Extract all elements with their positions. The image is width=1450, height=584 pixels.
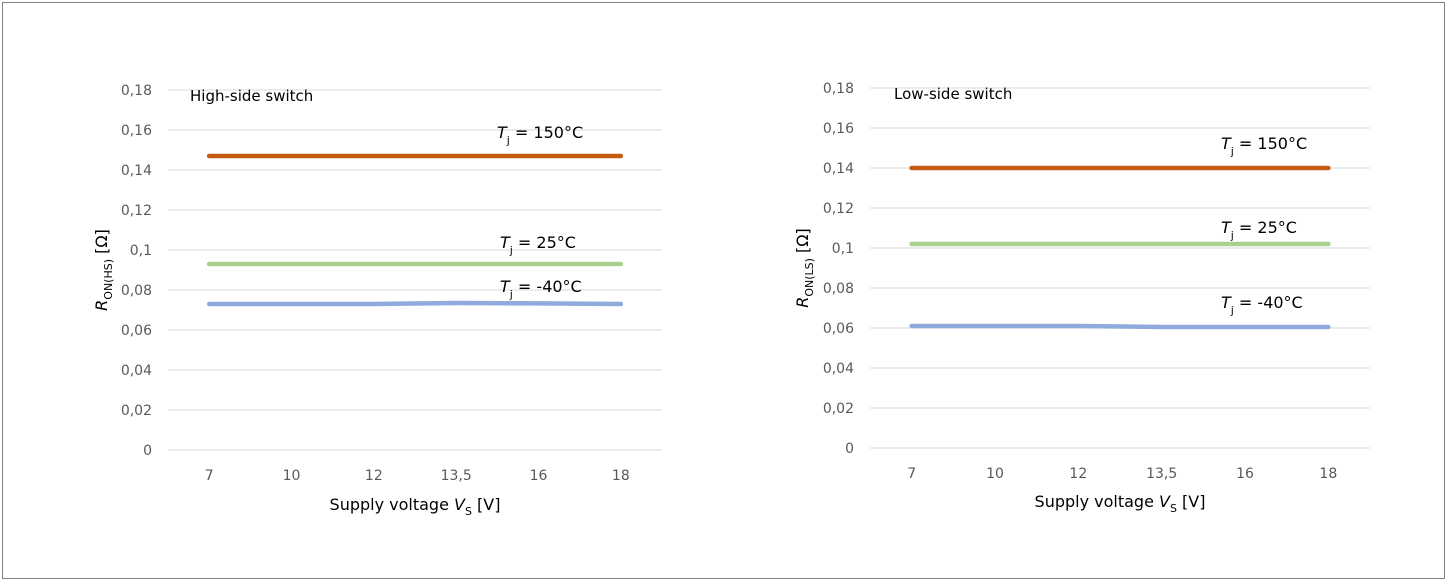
y-tick-label: 0,16 bbox=[823, 121, 854, 137]
x-axis-title-var: V bbox=[454, 495, 466, 514]
x-axis-title-sub: S bbox=[465, 505, 472, 518]
y-axis-title-unit: [Ω] bbox=[793, 228, 812, 258]
y-tick-label: 0,14 bbox=[823, 161, 854, 177]
y-axis-title: RON(LS) [Ω] bbox=[793, 228, 816, 308]
y-tick-label: 0,12 bbox=[121, 203, 152, 219]
x-tick-label: 10 bbox=[986, 466, 1004, 482]
x-tick-label: 16 bbox=[1236, 466, 1254, 482]
y-tick-label: 0 bbox=[143, 443, 152, 459]
y-axis-title-main: R bbox=[793, 297, 812, 308]
series-line bbox=[206, 300, 624, 307]
x-axis-title-sub: S bbox=[1170, 502, 1177, 515]
y-tick-label: 0,02 bbox=[823, 401, 854, 417]
series-label-text: = -40°C bbox=[513, 277, 582, 296]
chart-low-side: 0 0,02 0,04 0,06 0,08 0,1 0,12 0,14 0,16 0,18 7 10 1… bbox=[793, 81, 1370, 515]
series-label-var: T bbox=[500, 233, 511, 252]
x-tick-label: 12 bbox=[365, 468, 383, 484]
y-tick-label: 0,16 bbox=[121, 123, 152, 139]
x-tick-label: 13,5 bbox=[441, 468, 472, 484]
series-label: Tj = 25°C bbox=[500, 233, 576, 257]
x-axis-title-var: V bbox=[1159, 492, 1171, 511]
y-tick-label: 0,18 bbox=[823, 81, 854, 97]
series-label-var: T bbox=[500, 277, 511, 296]
x-tick-label: 13,5 bbox=[1146, 466, 1177, 482]
series-label: Tj = 150°C bbox=[1221, 134, 1307, 158]
series-label-text: = 25°C bbox=[1234, 218, 1297, 237]
x-tick-label: 10 bbox=[283, 468, 301, 484]
y-axis-title-unit: [Ω] bbox=[92, 229, 111, 259]
y-tick-label: 0,1 bbox=[130, 243, 152, 259]
series-label-sub: j bbox=[506, 134, 510, 147]
series-line bbox=[909, 323, 1331, 330]
y-axis-title-sub: ON(LS) bbox=[803, 258, 816, 297]
series-label: Tj = -40°C bbox=[1221, 293, 1303, 317]
x-axis-title-unit: [V] bbox=[472, 495, 501, 514]
series-label-sub: j bbox=[509, 288, 513, 301]
series-label-var: T bbox=[1221, 134, 1232, 153]
y-tick-label: 0,04 bbox=[121, 363, 152, 379]
x-tick-label: 18 bbox=[1319, 466, 1337, 482]
x-axis-title-pre: Supply voltage bbox=[1035, 492, 1159, 511]
series-label-sub: j bbox=[1230, 304, 1234, 317]
y-tick-label: 0,04 bbox=[823, 361, 854, 377]
y-tick-label: 0,06 bbox=[823, 321, 854, 337]
x-tick-label: 12 bbox=[1069, 466, 1087, 482]
x-tick-label: 7 bbox=[205, 468, 214, 484]
x-axis-title-pre: Supply voltage bbox=[330, 495, 454, 514]
y-tick-label: 0,06 bbox=[121, 323, 152, 339]
series-label-var: T bbox=[1221, 293, 1232, 312]
y-tick-label: 0 bbox=[845, 441, 854, 457]
series-label: Tj = 25°C bbox=[1221, 218, 1297, 242]
series-label: Tj = 150°C bbox=[497, 123, 583, 147]
chart-title: Low-side switch bbox=[894, 85, 1012, 103]
chart-high-side: 0 0,02 0,04 0,06 0,08 0,1 0,12 0,14 0,16 0,18 7 10 1… bbox=[92, 83, 662, 518]
y-axis-title-main: R bbox=[92, 300, 111, 311]
series-label: Tj = -40°C bbox=[500, 277, 582, 301]
series-label-text: = -40°C bbox=[1234, 293, 1303, 312]
y-tick-label: 0,14 bbox=[121, 163, 152, 179]
series-label-sub: j bbox=[509, 244, 513, 257]
series-label-text: = 150°C bbox=[510, 123, 583, 142]
y-tick-label: 0,08 bbox=[823, 281, 854, 297]
series-label-var: T bbox=[1221, 218, 1232, 237]
y-tick-label: 0,18 bbox=[121, 83, 152, 99]
y-axis-title-sub: ON(HS) bbox=[102, 259, 115, 300]
x-axis-title: Supply voltage VS [V] bbox=[1035, 492, 1206, 515]
y-tick-label: 0,08 bbox=[121, 283, 152, 299]
y-tick-label: 0,12 bbox=[823, 201, 854, 217]
x-tick-label: 7 bbox=[907, 466, 916, 482]
series-label-text: = 150°C bbox=[1234, 134, 1307, 153]
series-label-sub: j bbox=[1230, 145, 1234, 158]
chart-title: High-side switch bbox=[190, 87, 313, 105]
x-tick-label: 16 bbox=[530, 468, 548, 484]
x-tick-label: 18 bbox=[612, 468, 630, 484]
y-tick-label: 0,02 bbox=[121, 403, 152, 419]
x-axis-title-unit: [V] bbox=[1177, 492, 1206, 511]
y-axis-title: RON(HS) [Ω] bbox=[92, 229, 115, 311]
x-axis-title: Supply voltage VS [V] bbox=[330, 495, 501, 518]
series-label-text: = 25°C bbox=[513, 233, 576, 252]
y-tick-label: 0,1 bbox=[832, 241, 854, 257]
series-label-var: T bbox=[497, 123, 508, 142]
series-label-sub: j bbox=[1230, 229, 1234, 242]
